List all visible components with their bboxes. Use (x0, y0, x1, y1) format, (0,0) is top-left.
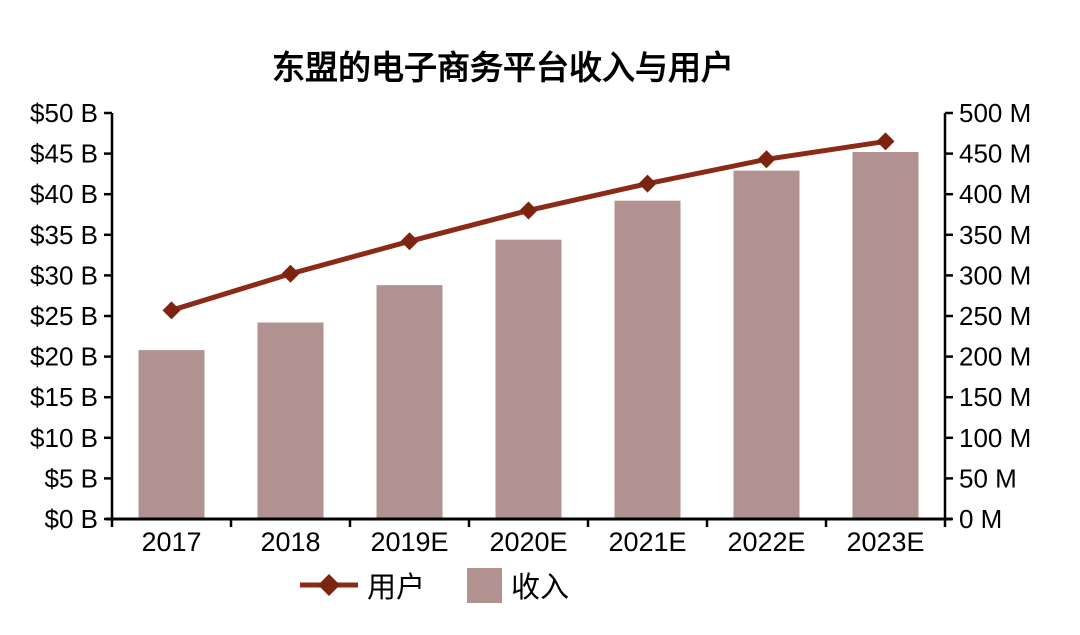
legend-item-revenue: 收入 (467, 564, 569, 606)
left-axis-tick-label: $10 B (30, 423, 98, 453)
legend-label-revenue: 收入 (511, 572, 570, 604)
left-axis-tick-label: $30 B (30, 260, 98, 290)
right-axis-tick-label: 300 M (959, 260, 1031, 290)
legend-diamond-marker-icon (318, 574, 340, 596)
line-marker-2017 (162, 301, 181, 320)
left-axis-tick-label: $15 B (30, 382, 98, 412)
right-axis-tick-label: 50 M (959, 463, 1017, 493)
legend-label-users: 用户 (367, 572, 426, 604)
line-marker-2021E (638, 174, 657, 193)
bar-2021E (614, 200, 681, 520)
line-marker-2019E (400, 232, 419, 251)
x-axis-label-2022E: 2022E (727, 527, 805, 557)
bar-2022E (733, 170, 800, 520)
line-series-icon (300, 574, 358, 596)
x-axis-label-2019E: 2019E (370, 527, 448, 557)
bar-2020E (495, 239, 562, 519)
x-axis-label-2017: 2017 (141, 527, 201, 557)
x-axis-label-2021E: 2021E (608, 527, 686, 557)
right-axis-tick-label: 350 M (959, 220, 1031, 250)
chart-title: 东盟的电子商务平台收入与用户 (272, 49, 734, 86)
legend: 用户 收入 (300, 564, 569, 606)
line-marker-2022E (757, 150, 776, 169)
right-axis-tick-label: 200 M (959, 342, 1031, 372)
bar-2017 (138, 350, 205, 519)
bar-2023E (852, 151, 919, 519)
right-axis-tick-label: 450 M (959, 139, 1031, 169)
left-axis-tick-label: $40 B (30, 179, 98, 209)
right-axis-tick-label: 250 M (959, 301, 1031, 331)
left-axis-tick-label: $50 B (30, 98, 98, 128)
left-axis-tick-label: $25 B (30, 301, 98, 331)
left-axis-tick-label: $5 B (45, 463, 99, 493)
right-axis-tick-label: 150 M (959, 382, 1031, 412)
right-axis-tick-label: 500 M (959, 98, 1031, 128)
right-axis-tick-label: 400 M (959, 179, 1031, 209)
bar-series-swatch-icon (467, 567, 503, 603)
line-marker-2018 (281, 264, 300, 283)
left-axis-tick-label: $35 B (30, 220, 98, 250)
bar-2018 (257, 322, 324, 519)
line-marker-2020E (519, 201, 538, 220)
left-axis-tick-label: $45 B (30, 139, 98, 169)
line-marker-2023E (876, 132, 895, 151)
right-axis-tick-label: 100 M (959, 423, 1031, 453)
x-axis-label-2023E: 2023E (846, 527, 924, 557)
x-axis-label-2020E: 2020E (489, 527, 567, 557)
x-axis-label-2018: 2018 (260, 527, 320, 557)
left-axis-tick-label: $0 B (45, 504, 99, 534)
right-axis-tick-label: 0 M (959, 504, 1002, 534)
left-axis-tick-label: $20 B (30, 342, 98, 372)
bar-2019E (376, 285, 443, 519)
legend-item-users: 用户 (300, 564, 425, 606)
